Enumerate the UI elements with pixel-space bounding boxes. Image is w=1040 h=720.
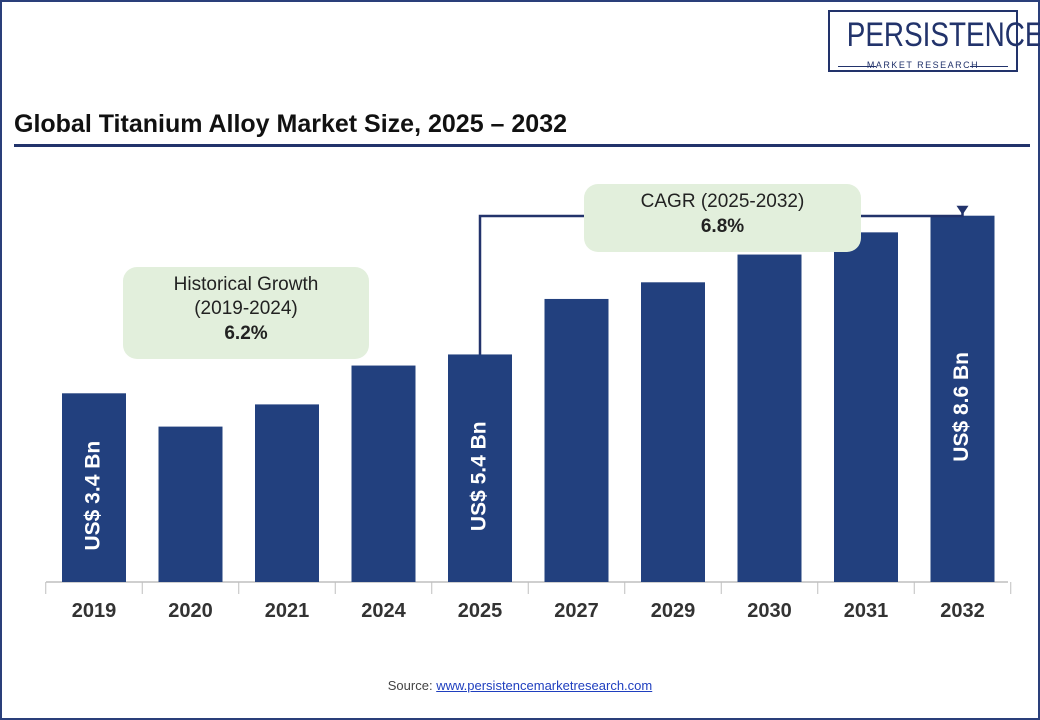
bar-2029 [641,282,705,582]
bar-2020 [158,426,223,582]
bar-2027 [544,298,609,582]
historical-growth-period: (2019-2024) [194,298,298,319]
logo-subtitle: MARKET RESEARCH [866,60,980,70]
cagr-arrowhead [956,205,969,215]
data-label-2019: US$ 3.4 Bn [82,441,105,551]
x-tick-label-2021: 2021 [265,600,310,622]
source-label: Source: [387,678,433,693]
bar-2025 [448,354,512,582]
logo-rule-left [838,66,876,67]
title-underline [14,144,1030,147]
x-tick-label-2019: 2019 [72,600,117,622]
bar-2019 [62,393,126,582]
historical-growth-value: 6.2% [224,323,268,344]
cagr-value: 6.8% [700,216,745,237]
data-label-2025: US$ 5.4 Bn [468,421,491,531]
x-tick-label-2031: 2031 [844,600,889,622]
bar-2032 [930,215,995,582]
bar-2021 [255,404,319,582]
bar-2024 [351,365,416,582]
source-link[interactable]: www.persistencemarketresearch.com [436,678,653,693]
x-tick-label-2032: 2032 [940,600,985,622]
bar-2031 [834,232,898,582]
x-tick-label-2024: 2024 [361,600,406,622]
cagr-callout: CAGR (2025-2032) 6.8% [584,184,861,252]
x-tick-label-2027: 2027 [554,600,599,622]
cagr-label: CAGR (2025-2032) [640,191,805,212]
historical-growth-label: Historical Growth [173,274,319,295]
x-tick-label-2025: 2025 [458,600,503,622]
x-tick-label-2029: 2029 [651,600,696,622]
x-tick-label-2020: 2020 [168,600,213,622]
persistence-logo: PERSISTENCE MARKET RESEARCH [828,10,1040,72]
chart-title: Global Titanium Alloy Market Size, 2025 … [14,110,568,138]
source-note: Source: www.persistencemarketresearch.co… [0,678,1040,693]
x-tick-label-2030: 2030 [747,600,792,622]
logo-rule-right [970,66,1008,67]
logo-subtitle-row: MARKET RESEARCH [838,60,1008,70]
data-label-2032: US$ 8.6 Bn [950,352,973,462]
historical-growth-callout: Historical Growth (2019-2024) 6.2% [123,267,369,359]
bar-2030 [737,254,802,583]
